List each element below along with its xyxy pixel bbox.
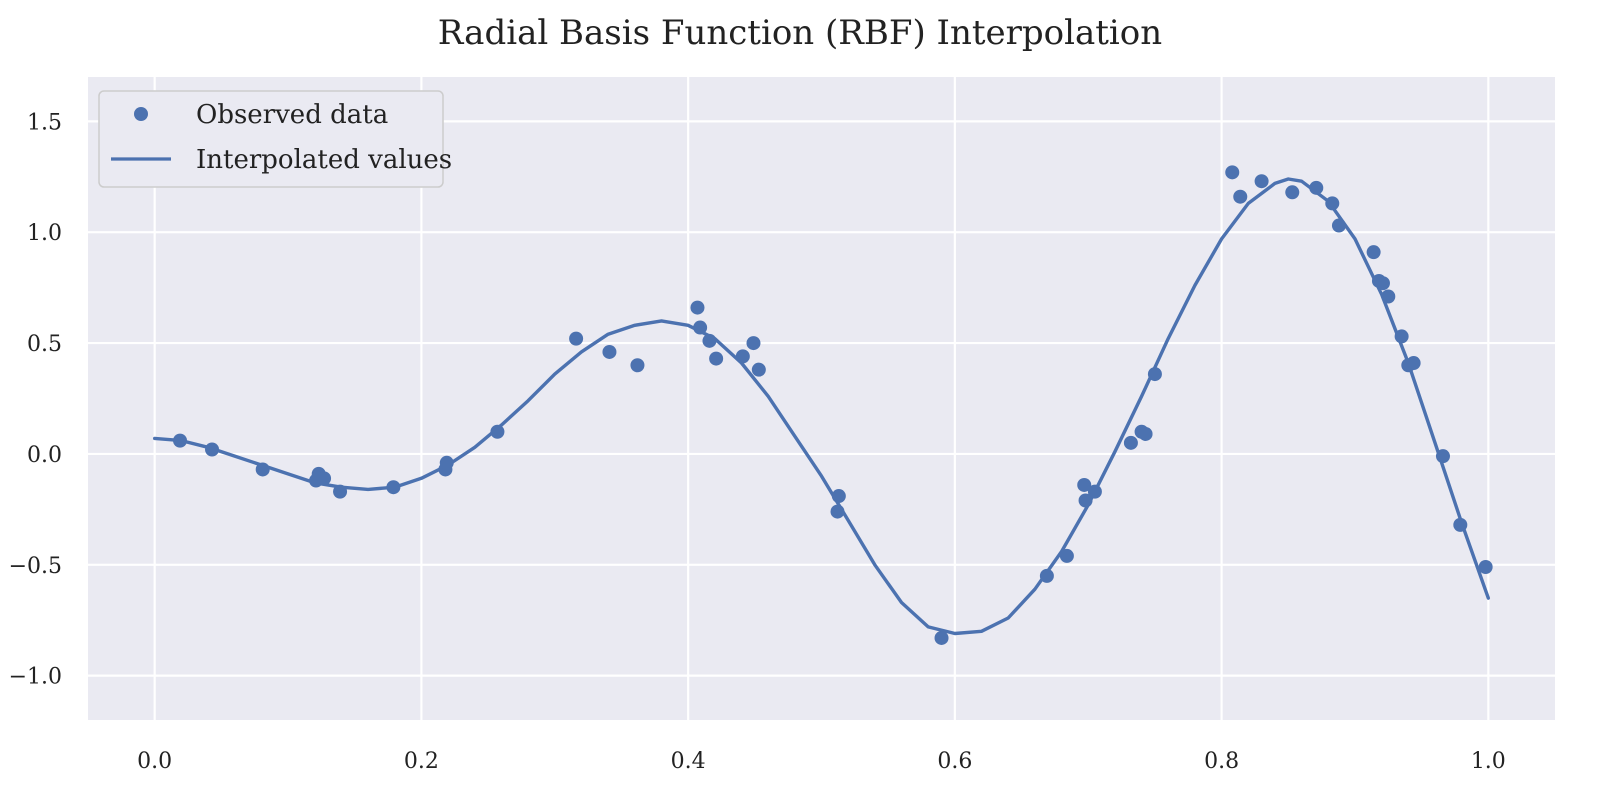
data-point xyxy=(1309,180,1324,195)
x-tick-label: 0.4 xyxy=(671,749,706,774)
x-tick-label: 0.6 xyxy=(937,749,972,774)
x-tick-label: 1.0 xyxy=(1471,749,1506,774)
x-tick-label: 0.0 xyxy=(137,749,172,774)
data-point xyxy=(1077,477,1092,492)
legend: Observed data Interpolated values xyxy=(98,90,452,188)
data-point xyxy=(1225,165,1240,180)
data-point xyxy=(602,344,617,359)
data-point xyxy=(751,362,766,377)
data-point xyxy=(831,489,846,504)
data-point xyxy=(735,349,750,364)
x-axis-ticks: 0.0 0.2 0.4 0.6 0.8 1.0 xyxy=(137,749,1506,774)
data-point xyxy=(333,484,348,499)
y-tick-label: 0.5 xyxy=(27,332,62,357)
y-tick-label: −1.0 xyxy=(9,665,62,690)
data-point xyxy=(1254,174,1269,189)
data-point xyxy=(1059,548,1074,563)
data-point xyxy=(569,331,584,346)
data-point xyxy=(1285,185,1300,200)
x-tick-label: 0.8 xyxy=(1204,749,1239,774)
legend-observed-label: Observed data xyxy=(196,100,388,130)
data-point xyxy=(490,424,505,439)
data-point xyxy=(1375,276,1390,291)
observed-points xyxy=(173,165,1493,645)
data-point xyxy=(173,433,188,448)
data-point xyxy=(1381,289,1396,304)
data-point xyxy=(386,480,401,495)
data-point xyxy=(746,336,761,351)
data-point xyxy=(630,358,645,373)
data-point xyxy=(1123,435,1138,450)
data-point xyxy=(255,462,270,477)
x-tick-label: 0.2 xyxy=(404,749,439,774)
data-point xyxy=(317,471,332,486)
data-point xyxy=(1325,196,1340,211)
y-axis-ticks: −1.0 −0.5 0.0 0.5 1.0 1.5 xyxy=(9,110,62,689)
y-tick-label: 1.5 xyxy=(27,110,62,135)
data-point xyxy=(1147,367,1162,382)
data-point xyxy=(1435,449,1450,464)
data-point xyxy=(1453,517,1468,532)
chart-title: Radial Basis Function (RBF) Interpolatio… xyxy=(438,13,1162,53)
data-point xyxy=(1394,329,1409,344)
data-point xyxy=(1087,484,1102,499)
y-tick-label: 1.0 xyxy=(27,221,62,246)
data-point xyxy=(693,320,708,335)
data-point xyxy=(439,455,454,470)
data-point xyxy=(934,630,949,645)
data-point xyxy=(205,442,220,457)
data-point xyxy=(1078,493,1093,508)
data-point xyxy=(1366,245,1381,260)
data-point xyxy=(1039,568,1054,583)
data-point xyxy=(1233,189,1248,204)
grid-lines xyxy=(88,77,1555,720)
data-point xyxy=(1138,426,1153,441)
legend-box xyxy=(98,90,444,188)
legend-interpolated-label: Interpolated values xyxy=(196,145,452,175)
data-point xyxy=(1331,218,1346,233)
legend-observed-marker xyxy=(134,107,148,121)
y-tick-label: −0.5 xyxy=(9,554,62,579)
y-tick-label: 0.0 xyxy=(27,443,62,468)
data-point xyxy=(830,504,845,519)
data-point xyxy=(690,300,705,315)
data-point xyxy=(702,333,717,348)
data-point xyxy=(1478,560,1493,575)
data-point xyxy=(709,351,724,366)
data-point xyxy=(1406,356,1421,371)
